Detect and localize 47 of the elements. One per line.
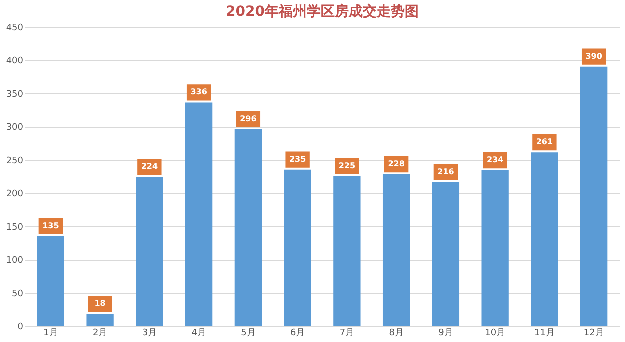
bar (334, 176, 361, 326)
data-label: 390 (586, 52, 603, 61)
bar (531, 152, 558, 326)
y-tick-label: 400 (6, 56, 24, 67)
data-label: 135 (42, 221, 60, 230)
bar (580, 66, 608, 326)
bar (432, 182, 460, 326)
x-tick-label: 1月 (44, 328, 58, 338)
x-tick-label: 9月 (438, 328, 454, 338)
data-label: 296 (240, 114, 258, 124)
x-tick-label: 7月 (340, 328, 355, 338)
data-label: 224 (141, 162, 158, 172)
x-tick-label: 11月 (534, 328, 555, 338)
x-tick-label: 5月 (241, 328, 256, 338)
x-tick-label: 8月 (389, 328, 404, 338)
y-tick-label: 0 (18, 322, 24, 332)
x-tick-label: 12月 (584, 328, 604, 338)
bar (136, 177, 164, 326)
data-label: 235 (289, 154, 307, 164)
y-tick-label: 50 (12, 289, 24, 300)
bar (284, 170, 312, 326)
y-tick-label: 450 (6, 24, 24, 34)
y-tick-label: 200 (6, 190, 24, 200)
data-label: 216 (438, 167, 455, 176)
y-tick-label: 350 (6, 90, 24, 100)
x-tick-label: 2月 (92, 328, 108, 338)
data-label: 18 (94, 299, 106, 308)
y-tick-label: 150 (6, 222, 24, 233)
data-label: 225 (338, 162, 356, 170)
bar (86, 314, 114, 326)
bar (37, 236, 64, 326)
data-label: 228 (388, 160, 406, 169)
chart-title: 2020年福州学区房成交走势图 (226, 3, 419, 20)
x-tick-label: 10月 (485, 328, 506, 338)
data-label: 234 (486, 156, 504, 165)
y-tick-label: 100 (6, 256, 24, 266)
y-tick-label: 300 (6, 123, 24, 134)
bar (482, 170, 509, 326)
bar (382, 174, 410, 326)
x-tick-label: 3月 (142, 328, 158, 338)
bar (234, 129, 262, 326)
bar (185, 102, 213, 326)
data-label: 336 (190, 88, 208, 97)
x-tick-label: 4月 (192, 328, 206, 338)
data-label: 261 (536, 138, 554, 147)
x-tick-label: 6月 (290, 328, 306, 338)
y-tick-label: 250 (6, 156, 24, 166)
